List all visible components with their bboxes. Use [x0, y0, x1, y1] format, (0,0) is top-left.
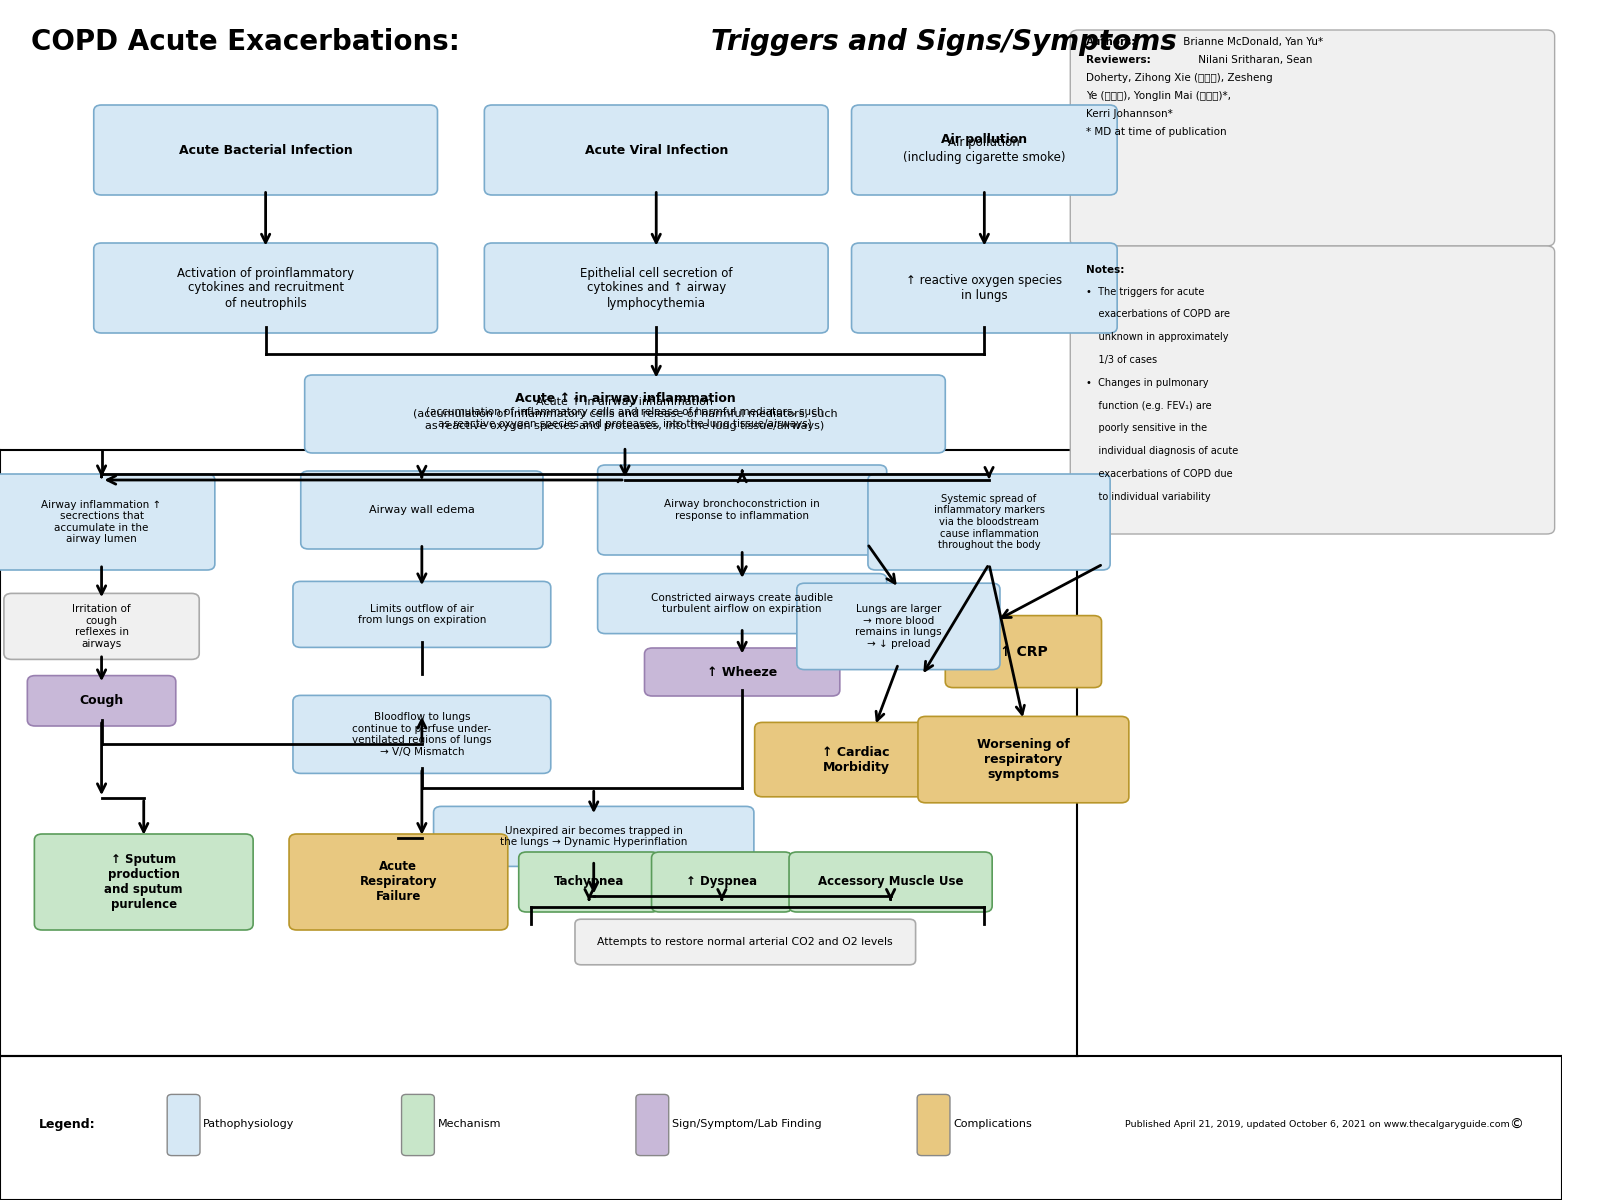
Text: ↑ CRP: ↑ CRP [1000, 644, 1048, 659]
FancyBboxPatch shape [485, 242, 829, 332]
Text: Bloodflow to lungs
continue to perfuse under-
ventilated regions of lungs
→ V/Q : Bloodflow to lungs continue to perfuse u… [352, 712, 491, 757]
Text: Acute Viral Infection: Acute Viral Infection [584, 144, 728, 156]
FancyBboxPatch shape [851, 242, 1117, 332]
FancyBboxPatch shape [293, 582, 550, 648]
Text: Mechanism: Mechanism [437, 1120, 501, 1129]
FancyBboxPatch shape [485, 104, 829, 194]
Text: Airway wall edema: Airway wall edema [370, 505, 475, 515]
FancyBboxPatch shape [518, 852, 659, 912]
Text: Accessory Muscle Use: Accessory Muscle Use [818, 876, 963, 888]
FancyBboxPatch shape [918, 716, 1130, 803]
FancyBboxPatch shape [402, 1094, 434, 1156]
Text: Acute ↑ in airway inflammation
(accumulation of inflammatory cells and release o: Acute ↑ in airway inflammation (accumula… [413, 397, 837, 431]
Text: Irritation of
cough
reflexes in
airways: Irritation of cough reflexes in airways [72, 604, 131, 649]
Text: ©: © [1509, 1117, 1523, 1132]
Text: poorly sensitive in the: poorly sensitive in the [1086, 424, 1206, 433]
FancyBboxPatch shape [293, 696, 550, 774]
Text: Acute ↑ in airway inflammation: Acute ↑ in airway inflammation [515, 392, 736, 404]
FancyBboxPatch shape [94, 104, 437, 194]
FancyBboxPatch shape [851, 104, 1117, 194]
Text: Unexpired air becomes trapped in
the lungs → Dynamic Hyperinflation: Unexpired air becomes trapped in the lun… [501, 826, 688, 847]
Text: Doherty, Zihong Xie (謢棒活), Zesheng: Doherty, Zihong Xie (謢棒活), Zesheng [1086, 73, 1272, 83]
Text: Systemic spread of
inflammatory markers
via the bloodstream
cause inflammation
t: Systemic spread of inflammatory markers … [933, 494, 1045, 551]
Text: Published April 21, 2019, updated October 6, 2021 on www.thecalgaryguide.com: Published April 21, 2019, updated Octobe… [1125, 1120, 1510, 1129]
FancyBboxPatch shape [1070, 246, 1555, 534]
Text: Activation of proinflammatory
cytokines and recruitment
of neutrophils: Activation of proinflammatory cytokines … [178, 266, 354, 310]
Text: 1/3 of cases: 1/3 of cases [1086, 355, 1157, 365]
Text: individual diagnosis of acute: individual diagnosis of acute [1086, 446, 1238, 456]
Text: unknown in approximately: unknown in approximately [1086, 332, 1229, 342]
FancyBboxPatch shape [34, 834, 253, 930]
Text: * MD at time of publication: * MD at time of publication [1086, 127, 1227, 137]
FancyBboxPatch shape [645, 648, 840, 696]
Text: Triggers and Signs/Symptoms: Triggers and Signs/Symptoms [710, 28, 1176, 56]
FancyBboxPatch shape [789, 852, 992, 912]
Text: Air pollution: Air pollution [941, 133, 1027, 145]
Text: ↑ Cardiac
Morbidity: ↑ Cardiac Morbidity [822, 745, 890, 774]
Text: Tachypnea: Tachypnea [554, 876, 624, 888]
Text: Acute
Respiratory
Failure: Acute Respiratory Failure [360, 860, 437, 904]
Text: Airway bronchoconstriction in
response to inflammation: Airway bronchoconstriction in response t… [664, 499, 821, 521]
Text: exacerbations of COPD are: exacerbations of COPD are [1086, 310, 1230, 319]
Text: Epithelial cell secretion of
cytokines and ↑ airway
lymphocythemia: Epithelial cell secretion of cytokines a… [579, 266, 733, 310]
FancyBboxPatch shape [574, 919, 915, 965]
Text: Limits outflow of air
from lungs on expiration: Limits outflow of air from lungs on expi… [358, 604, 486, 625]
Text: Brianne McDonald, Yan Yu*: Brianne McDonald, Yan Yu* [1179, 37, 1323, 47]
Text: •  Changes in pulmonary: • Changes in pulmonary [1086, 378, 1208, 388]
Text: Constricted airways create audible
turbulent airflow on expiration: Constricted airways create audible turbu… [651, 593, 834, 614]
Text: Authors:: Authors: [1086, 37, 1136, 47]
Text: exacerbations of COPD due: exacerbations of COPD due [1086, 469, 1232, 479]
FancyBboxPatch shape [290, 834, 507, 930]
Text: ↑ Dyspnea: ↑ Dyspnea [686, 876, 757, 888]
Text: •  The triggers for acute: • The triggers for acute [1086, 287, 1205, 296]
Text: (accumulation of inflammatory cells and release of harmful mediators, such: (accumulation of inflammatory cells and … [426, 407, 824, 416]
Text: ↑ Wheeze: ↑ Wheeze [707, 666, 778, 678]
Text: Airway inflammation ↑
secrections that
accumulate in the
airway lumen: Airway inflammation ↑ secrections that a… [42, 499, 162, 545]
Text: Air pollution
(including cigarette smoke): Air pollution (including cigarette smoke… [902, 136, 1066, 164]
Text: Ye (叶泽生), Yonglin Mai (麦泳琳)*,: Ye (叶泽生), Yonglin Mai (麦泳琳)*, [1086, 91, 1230, 101]
Text: Lungs are larger
→ more blood
remains in lungs
→ ↓ preload: Lungs are larger → more blood remains in… [854, 604, 942, 649]
Text: Nilani Sritharan, Sean: Nilani Sritharan, Sean [1195, 55, 1312, 65]
Text: Sign/Symptom/Lab Finding: Sign/Symptom/Lab Finding [672, 1120, 821, 1129]
Text: function (e.g. FEV₁) are: function (e.g. FEV₁) are [1086, 401, 1211, 410]
Text: to individual variability: to individual variability [1086, 492, 1211, 502]
FancyBboxPatch shape [917, 1094, 950, 1156]
FancyBboxPatch shape [301, 472, 542, 550]
Text: Worsening of
respiratory
symptoms: Worsening of respiratory symptoms [978, 738, 1070, 781]
Text: Reviewers:: Reviewers: [1086, 55, 1150, 65]
FancyBboxPatch shape [867, 474, 1110, 570]
Text: ↑ Sputum
production
and sputum
purulence: ↑ Sputum production and sputum purulence [104, 853, 182, 911]
FancyBboxPatch shape [797, 583, 1000, 670]
Text: Legend:: Legend: [38, 1118, 96, 1130]
Text: Notes:: Notes: [1086, 265, 1125, 275]
FancyBboxPatch shape [651, 852, 792, 912]
FancyBboxPatch shape [635, 1094, 669, 1156]
Text: COPD Acute Exacerbations:: COPD Acute Exacerbations: [32, 28, 470, 56]
FancyBboxPatch shape [598, 574, 886, 634]
Text: Attempts to restore normal arterial CO2 and O2 levels: Attempts to restore normal arterial CO2 … [597, 937, 893, 947]
FancyBboxPatch shape [598, 466, 886, 554]
Text: ↑ reactive oxygen species
in lungs: ↑ reactive oxygen species in lungs [906, 274, 1062, 302]
FancyBboxPatch shape [434, 806, 754, 866]
FancyBboxPatch shape [946, 616, 1101, 688]
Text: Cough: Cough [80, 695, 123, 707]
FancyBboxPatch shape [3, 594, 200, 660]
FancyBboxPatch shape [0, 474, 214, 570]
FancyBboxPatch shape [166, 1094, 200, 1156]
Text: Kerri Johannson*: Kerri Johannson* [1086, 109, 1173, 119]
Text: Complications: Complications [954, 1120, 1032, 1129]
FancyBboxPatch shape [27, 676, 176, 726]
FancyBboxPatch shape [755, 722, 958, 797]
Text: Acute Bacterial Infection: Acute Bacterial Infection [179, 144, 352, 156]
Text: as reactive oxygen species and proteases, into the lung tissue/airways): as reactive oxygen species and proteases… [438, 419, 811, 428]
FancyBboxPatch shape [304, 374, 946, 452]
FancyBboxPatch shape [94, 242, 437, 332]
Text: Pathophysiology: Pathophysiology [203, 1120, 294, 1129]
FancyBboxPatch shape [1070, 30, 1555, 246]
